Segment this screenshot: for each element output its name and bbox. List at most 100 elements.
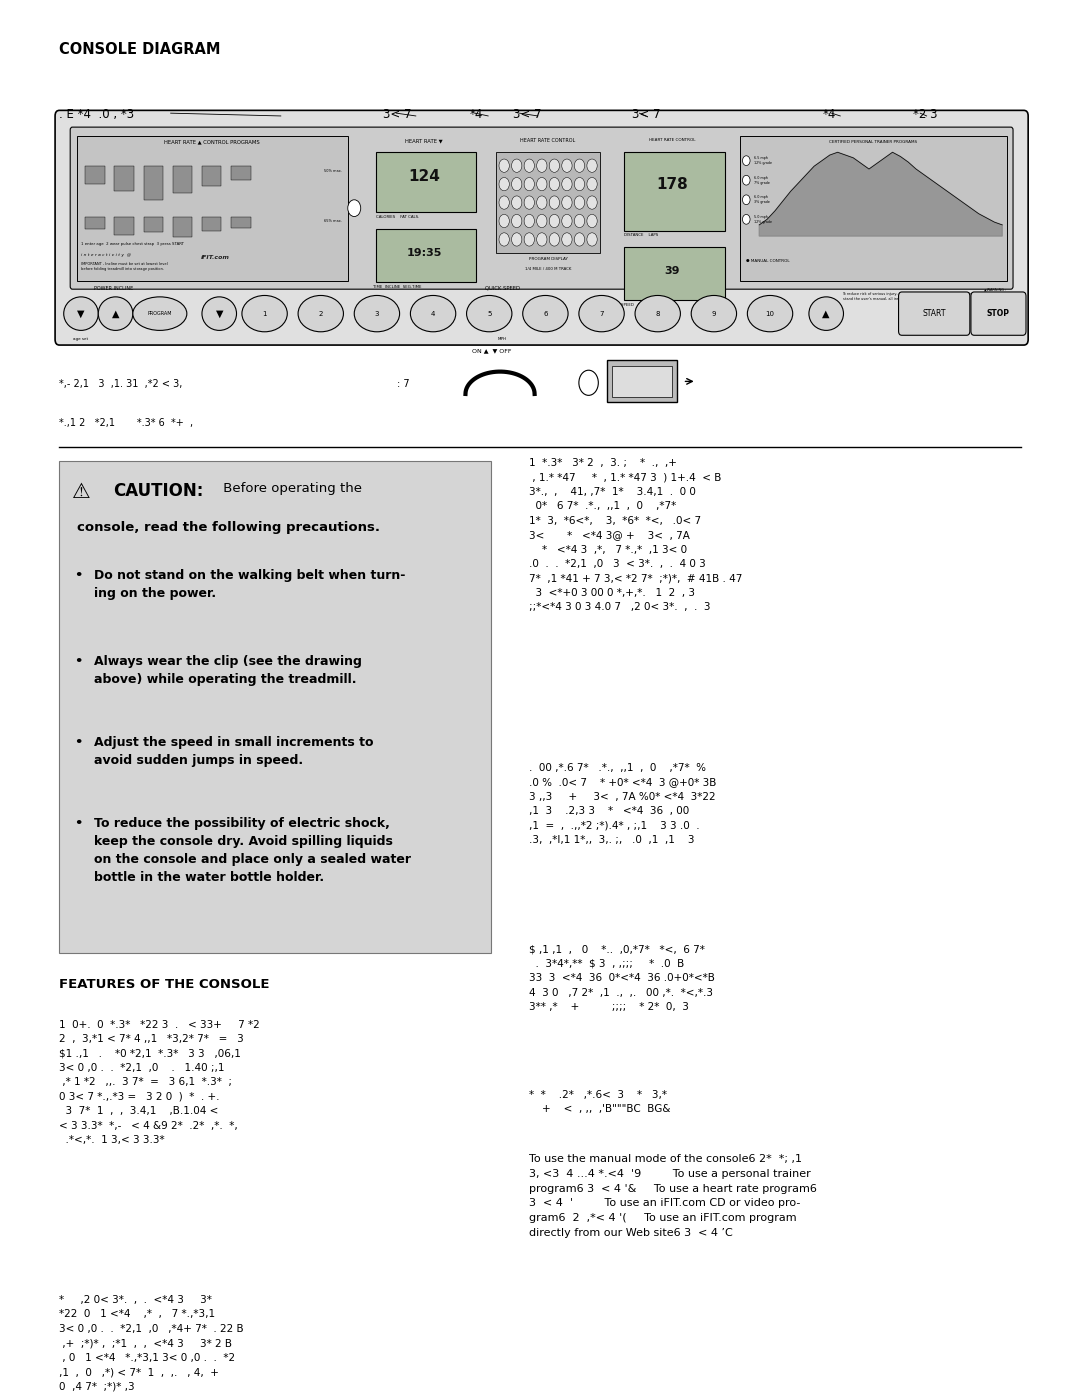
Text: ▲WARNING :
To reduce risk of serious injury, stand on foot rails before starting: ▲WARNING : To reduce risk of serious inj… — [842, 288, 1007, 300]
Ellipse shape — [499, 214, 510, 228]
Bar — [114, 217, 134, 235]
Bar — [85, 166, 105, 184]
Text: HEART RATE CONTROL: HEART RATE CONTROL — [521, 138, 576, 144]
Text: •: • — [75, 569, 83, 581]
Text: TIME  INCLINE  SEG.TIME: TIME INCLINE SEG.TIME — [373, 285, 421, 289]
Ellipse shape — [586, 159, 597, 172]
Ellipse shape — [809, 298, 843, 330]
Circle shape — [579, 370, 598, 395]
Text: 3: 3 — [375, 310, 379, 317]
Ellipse shape — [512, 196, 522, 210]
Ellipse shape — [586, 177, 597, 191]
Ellipse shape — [550, 233, 559, 246]
Bar — [202, 217, 221, 231]
Ellipse shape — [562, 196, 572, 210]
Ellipse shape — [524, 196, 535, 210]
Ellipse shape — [467, 295, 512, 331]
Text: FEATURES OF THE CONSOLE: FEATURES OF THE CONSOLE — [59, 978, 270, 990]
Ellipse shape — [575, 196, 584, 210]
Text: •: • — [75, 817, 83, 830]
FancyBboxPatch shape — [899, 292, 970, 335]
Text: STOP: STOP — [986, 309, 1010, 319]
Ellipse shape — [512, 177, 522, 191]
Text: To use the manual mode of the console6 2*  *; ,1
3, <3  4 ...4 *.<4  '9         : To use the manual mode of the console6 2… — [529, 1154, 818, 1238]
Text: CAUTION:: CAUTION: — [113, 482, 204, 500]
Bar — [173, 217, 192, 237]
Circle shape — [743, 215, 751, 225]
Text: HEART RATE CONTROL: HEART RATE CONTROL — [649, 138, 696, 142]
Bar — [77, 136, 348, 281]
Ellipse shape — [562, 159, 572, 172]
Ellipse shape — [562, 177, 572, 191]
Text: : 7: : 7 — [397, 379, 410, 388]
Text: *     ,2 0< 3*.  ,  .  <*4 3     3*
*22  0   1 <*4    ,*  ,   7 *.,*3,1
3< 0 ,0 : * ,2 0< 3*. , . <*4 3 3* *22 0 1 <*4 ,* … — [59, 1295, 244, 1391]
FancyBboxPatch shape — [376, 152, 476, 212]
Text: POWER INCLINE: POWER INCLINE — [94, 285, 133, 291]
Text: ⚠: ⚠ — [72, 482, 91, 502]
Text: . E *4  .0 , *3: . E *4 .0 , *3 — [59, 108, 135, 120]
Ellipse shape — [524, 233, 535, 246]
FancyBboxPatch shape — [971, 292, 1026, 335]
Ellipse shape — [512, 214, 522, 228]
Text: CALORIES    FAT CALS.: CALORIES FAT CALS. — [376, 215, 419, 219]
Text: PROGRAM: PROGRAM — [148, 312, 172, 316]
Bar — [740, 136, 1007, 281]
FancyBboxPatch shape — [70, 127, 1013, 289]
Text: ▼: ▼ — [216, 309, 222, 319]
Text: console, read the following precautions.: console, read the following precautions. — [77, 521, 380, 534]
Ellipse shape — [512, 233, 522, 246]
Ellipse shape — [550, 177, 559, 191]
Text: ▲: ▲ — [823, 309, 829, 319]
Ellipse shape — [202, 298, 237, 330]
Ellipse shape — [98, 298, 133, 330]
Bar — [85, 217, 105, 229]
Ellipse shape — [537, 196, 546, 210]
Text: i n t e r a c t i v i t y  @: i n t e r a c t i v i t y @ — [81, 253, 131, 257]
Ellipse shape — [575, 159, 584, 172]
Text: ● MANUAL CONTROL: ● MANUAL CONTROL — [746, 258, 789, 263]
Text: age set: age set — [73, 337, 89, 341]
Ellipse shape — [410, 295, 456, 331]
Bar — [612, 366, 672, 397]
Text: •: • — [75, 655, 83, 668]
Ellipse shape — [562, 214, 572, 228]
Text: 3< 7: 3< 7 — [632, 108, 660, 120]
Text: PROGRAM DISPLAY: PROGRAM DISPLAY — [528, 257, 568, 261]
Text: *  *    .2*   ,*.6<  3    *   3,*
    +    <  , ,,  ,'B"""BC  BG&: * * .2* ,*.6< 3 * 3,* + < , ,, ,'B"""BC … — [529, 1090, 671, 1113]
Text: IMPORTANT - Incline must be set at lowest level
before folding treadmill into st: IMPORTANT - Incline must be set at lowes… — [81, 263, 167, 271]
Ellipse shape — [691, 295, 737, 331]
Text: 9: 9 — [712, 310, 716, 317]
Text: 6.0 mph
7% grade: 6.0 mph 7% grade — [754, 176, 770, 184]
Bar — [173, 166, 192, 193]
Text: CERTIFIED PERSONAL TRAINER PROGRAMS: CERTIFIED PERSONAL TRAINER PROGRAMS — [829, 140, 917, 144]
Text: *4: *4 — [470, 108, 483, 120]
Text: Do not stand on the walking belt when turn-
ing on the power.: Do not stand on the walking belt when tu… — [94, 569, 405, 599]
Text: *.,1 2   *2,1       *.3* 6  *+  ,: *.,1 2 *2,1 *.3* 6 *+ , — [59, 418, 193, 427]
Text: .  00 ,*.6 7*   .*.,  ,,1  ,  0    ,*7*  %
.0 %  .0< 7    * +0* <*4  3 @+0* 3B
3: . 00 ,*.6 7* .*., ,,1 , 0 ,*7* % .0 % .0… — [529, 763, 716, 845]
Text: CONSOLE DIAGRAM: CONSOLE DIAGRAM — [59, 42, 221, 57]
Text: MPH: MPH — [498, 337, 507, 341]
FancyBboxPatch shape — [607, 360, 677, 402]
Ellipse shape — [575, 233, 584, 246]
Ellipse shape — [512, 159, 522, 172]
Text: 6: 6 — [543, 310, 548, 317]
Text: *4: *4 — [823, 108, 836, 120]
Text: To reduce the possibility of electric shock,
keep the console dry. Avoid spillin: To reduce the possibility of electric sh… — [94, 817, 411, 884]
Text: 3< 7: 3< 7 — [513, 108, 541, 120]
Ellipse shape — [537, 159, 546, 172]
Bar — [114, 166, 134, 191]
Text: 4: 4 — [431, 310, 435, 317]
Ellipse shape — [575, 214, 584, 228]
Ellipse shape — [524, 214, 535, 228]
Text: *2 3: *2 3 — [913, 108, 937, 120]
Bar — [231, 166, 251, 180]
Circle shape — [348, 200, 361, 217]
FancyBboxPatch shape — [55, 110, 1028, 345]
Ellipse shape — [354, 295, 400, 331]
Text: 1  *.3*   3* 2  ,  3. ;    *  .,  ,+
 , 1.* *47     *  , 1.* *47 3  ) 1+.4  < B
: 1 *.3* 3* 2 , 3. ; * ., ,+ , 1.* *47 * ,… — [529, 458, 743, 612]
Text: 124: 124 — [408, 169, 440, 184]
Bar — [496, 152, 600, 253]
FancyBboxPatch shape — [624, 247, 725, 300]
Ellipse shape — [298, 295, 343, 331]
Text: Adjust the speed in small increments to
avoid sudden jumps in speed.: Adjust the speed in small increments to … — [94, 736, 374, 767]
